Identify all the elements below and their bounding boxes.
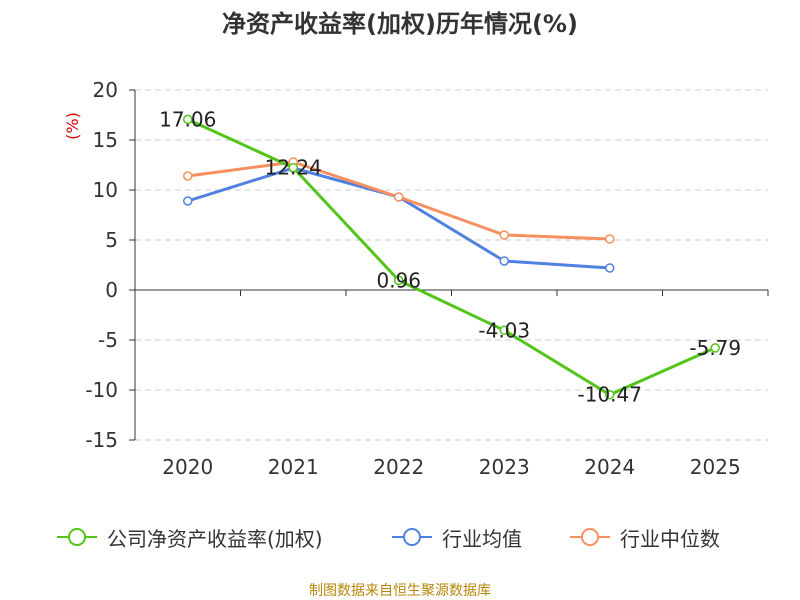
- data-point: [710, 343, 720, 353]
- data-label: -4.03: [478, 318, 530, 342]
- data-point: [183, 196, 193, 206]
- source-note: 制图数据来自恒生聚源数据库: [309, 583, 491, 599]
- data-point: [605, 263, 615, 273]
- data-point: [183, 171, 193, 181]
- legend-label-industry-mean: 行业均值: [442, 526, 522, 551]
- y-tick-label: -10: [85, 378, 118, 402]
- legend-item-industry-mean[interactable]: 行业均值: [390, 522, 522, 552]
- legend-item-industry-median[interactable]: 行业中位数: [568, 522, 720, 552]
- legend-line-circle-icon: [570, 528, 610, 546]
- data-point: [288, 162, 298, 173]
- legend-label-industry-median: 行业中位数: [620, 526, 720, 551]
- data-label: -5.79: [689, 336, 741, 360]
- series-line-0: [187, 118, 716, 397]
- x-tick-label: 2022: [373, 455, 424, 479]
- legend-item-company-roe[interactable]: 公司净资产收益率(加权): [55, 522, 323, 552]
- y-tick-label: 15: [93, 128, 118, 152]
- y-tick-label: 5: [105, 228, 118, 252]
- data-point: [605, 234, 615, 244]
- y-tick-label: 20: [93, 78, 118, 102]
- x-tick-label: 2020: [162, 455, 213, 479]
- data-point: [499, 256, 509, 266]
- legend-line-circle-icon: [57, 528, 97, 546]
- data-label: -10.47: [578, 383, 642, 407]
- x-tick-label: 2025: [690, 455, 741, 479]
- x-tick-label: 2024: [584, 455, 635, 479]
- data-point: [499, 325, 509, 336]
- chart-title: 净资产收益率(加权)历年情况(%): [222, 10, 578, 38]
- series-line-1: [187, 166, 610, 270]
- x-tick-label: 2021: [268, 455, 319, 479]
- data-point: [394, 192, 404, 202]
- y-tick-label: 0: [105, 278, 118, 302]
- y-tick-label: -15: [85, 428, 118, 452]
- data-point: [183, 114, 193, 125]
- y-axis-unit-label: (%): [63, 112, 82, 140]
- y-tick-label: 10: [93, 178, 118, 202]
- data-point: [499, 230, 509, 240]
- x-tick-label: 2023: [479, 455, 530, 479]
- data-point: [605, 389, 615, 400]
- data-point: [394, 275, 404, 286]
- legend-label-company-roe: 公司净资产收益率(加权): [107, 526, 323, 551]
- data-label: 17.06: [159, 107, 216, 131]
- data-label: 0.96: [376, 268, 421, 292]
- legend-line-circle-icon: [392, 528, 432, 546]
- data-label: 12.24: [265, 156, 322, 180]
- y-tick-label: -5: [98, 328, 118, 352]
